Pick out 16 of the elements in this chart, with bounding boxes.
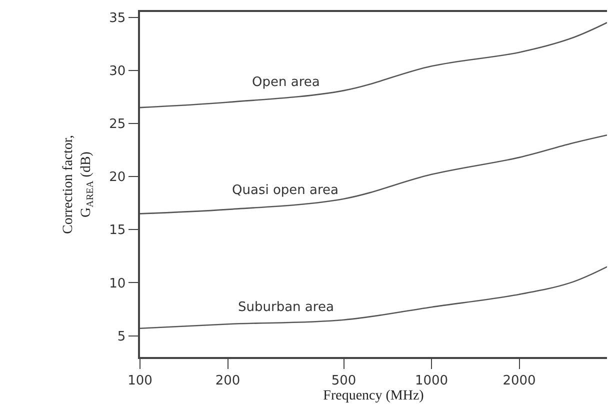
y-tick-label: 5 xyxy=(117,329,126,344)
x-tick-label: 100 xyxy=(128,373,152,388)
x-tick-label: 1000 xyxy=(414,373,448,388)
x-tick-label: 500 xyxy=(331,373,356,388)
x-tick-label: 200 xyxy=(215,373,240,388)
series-label: Open area xyxy=(252,75,320,90)
y-tick-label: 25 xyxy=(109,117,126,132)
y-tick-label: 15 xyxy=(109,223,126,238)
x-tick-label: 2000 xyxy=(502,373,536,388)
y-tick-label: 35 xyxy=(109,10,126,26)
y-tick-label: 20 xyxy=(109,170,126,186)
y-tick-label: 30 xyxy=(109,64,126,79)
series-label: Suburban area xyxy=(238,300,334,315)
y-tick-label: 10 xyxy=(109,276,126,292)
x-axis-title: Frequency (MHz) xyxy=(323,388,424,404)
series-label: Quasi open area xyxy=(232,183,339,198)
